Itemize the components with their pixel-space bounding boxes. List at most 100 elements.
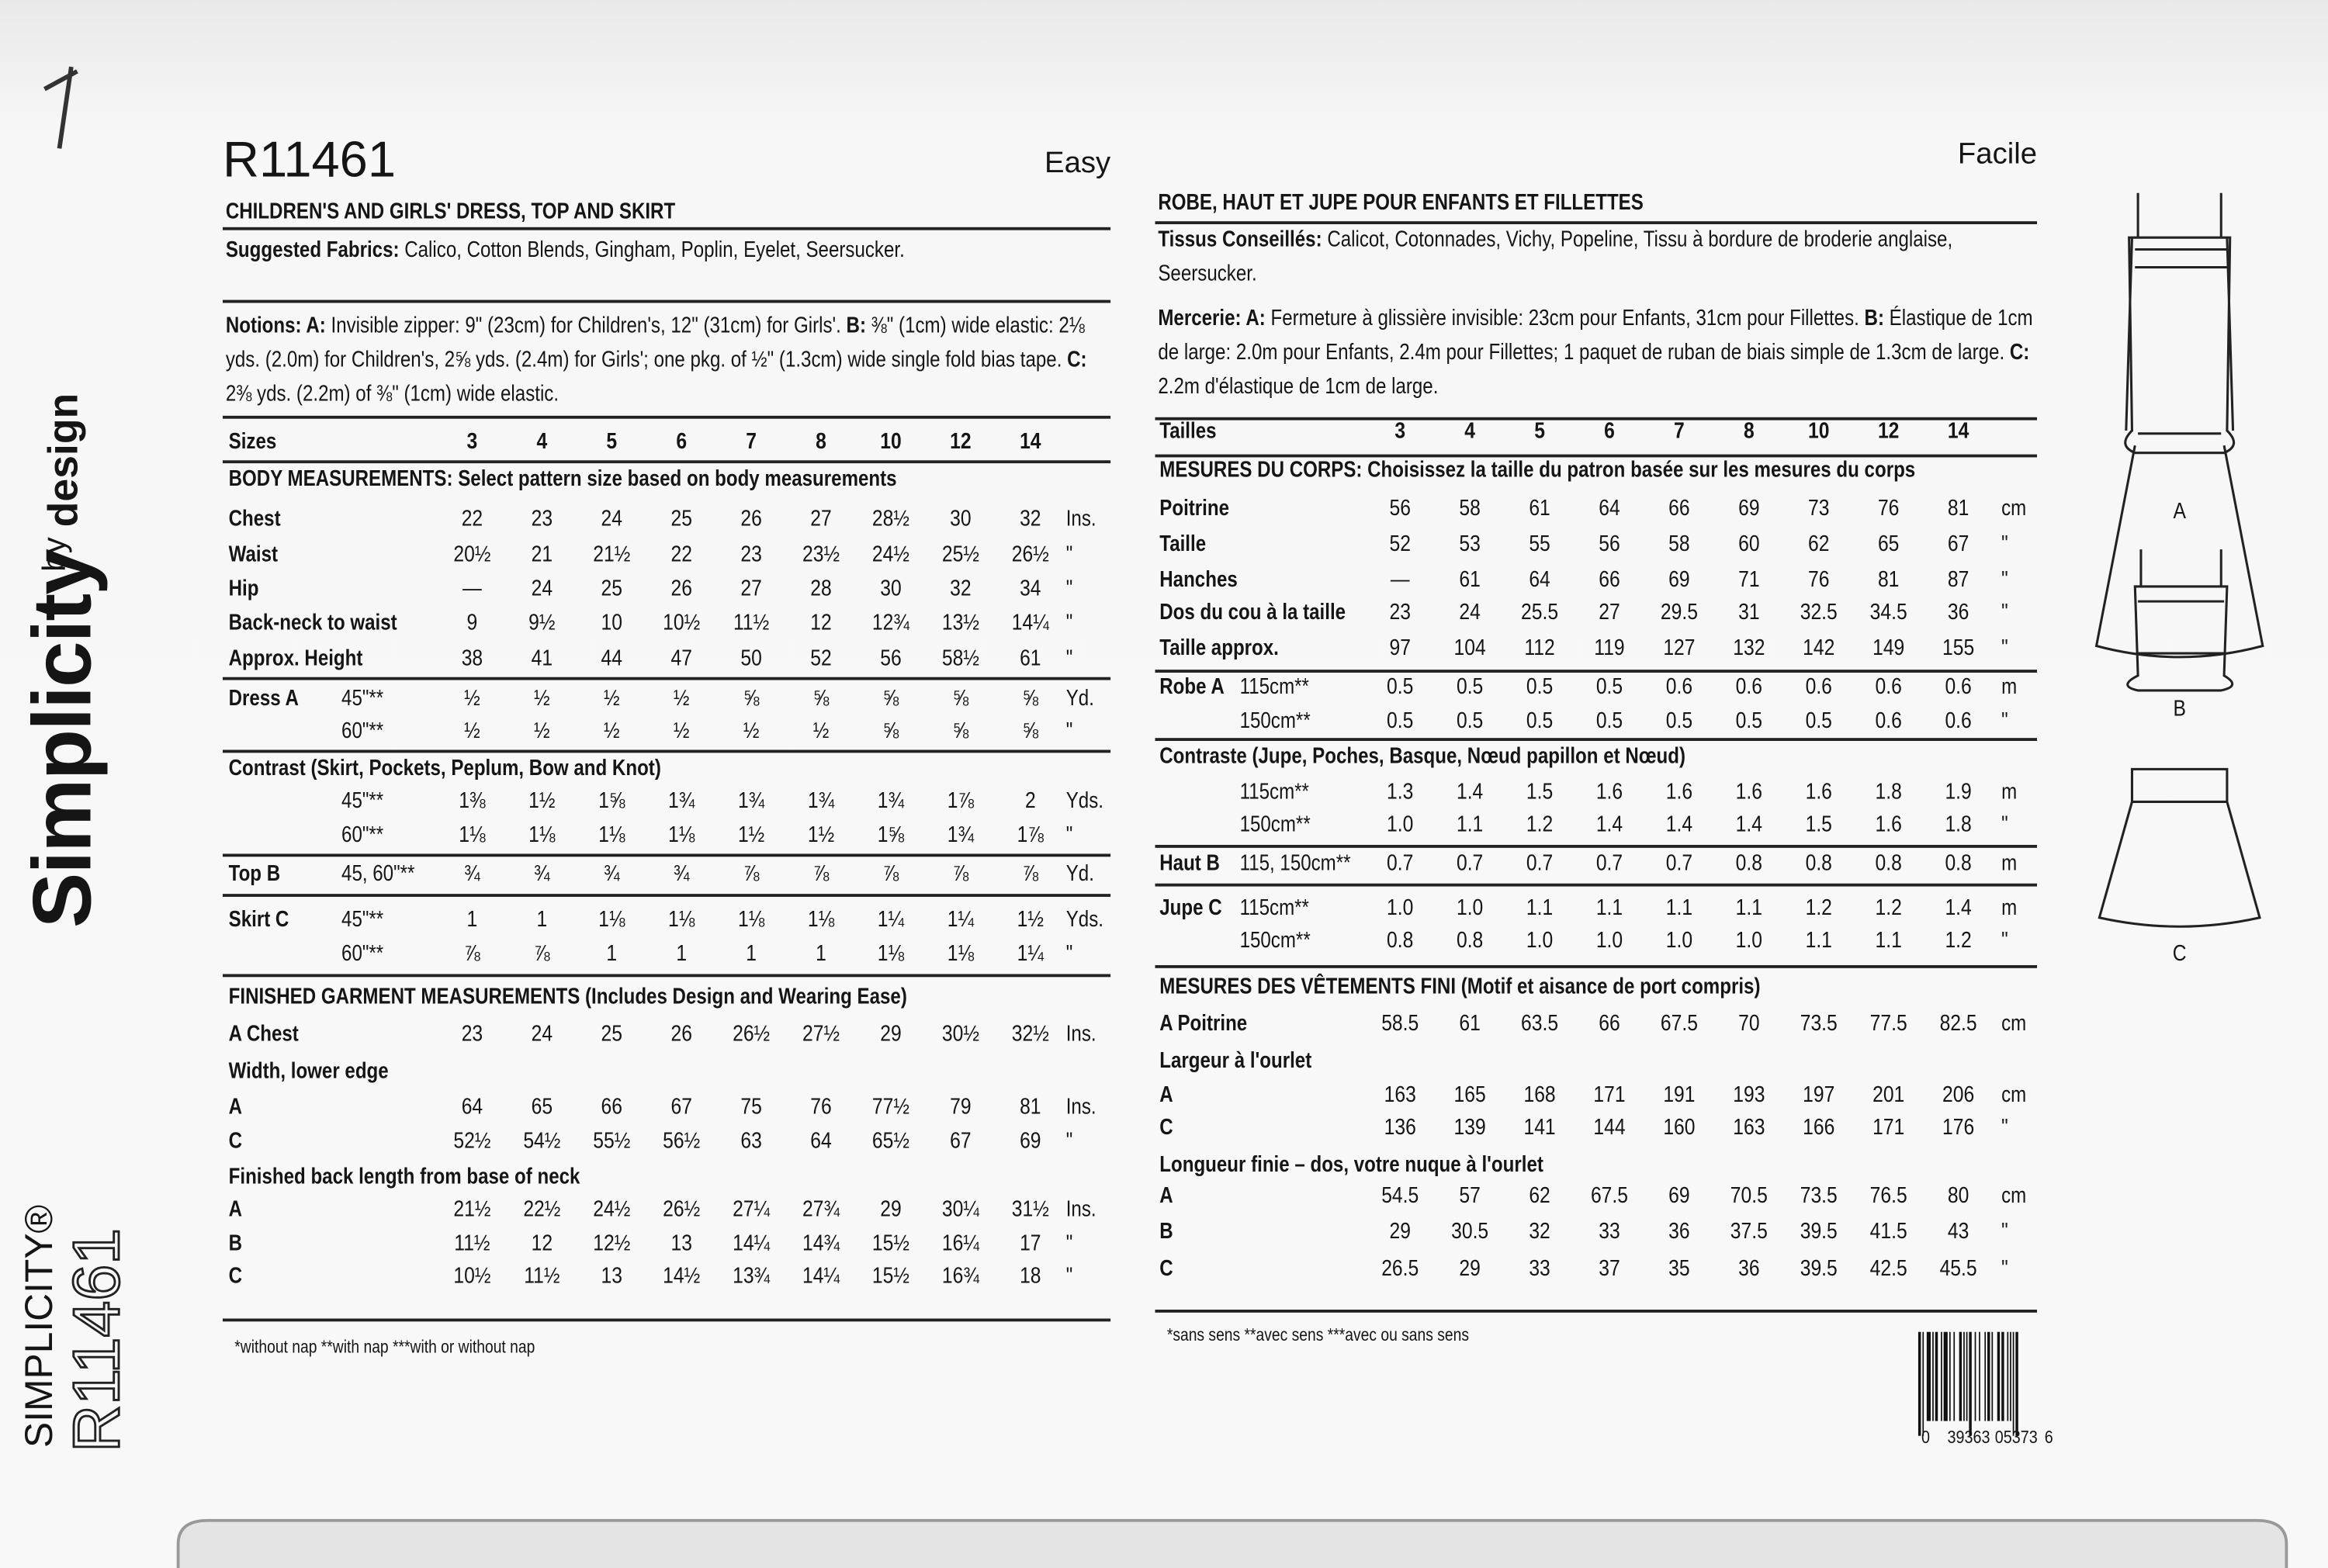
- bar: [2001, 1331, 2004, 1421]
- cell: 0.6: [1735, 673, 1762, 700]
- cell: 0.8: [1805, 850, 1832, 877]
- cell: 1.1: [1805, 928, 1832, 954]
- text: Calico, Cotton Blends, Gingham, Poplin, …: [399, 237, 905, 263]
- cell: ¾: [603, 861, 620, 887]
- cell: 112: [1524, 635, 1555, 661]
- cell: 15½: [871, 1231, 909, 1257]
- cell: ⅞: [534, 941, 550, 967]
- cell: 24: [531, 1021, 553, 1047]
- pattern-number: R11461: [222, 132, 397, 189]
- cell: 26.5: [1381, 1256, 1419, 1282]
- cell: 1⅛: [459, 822, 486, 848]
- cell: 47: [670, 646, 692, 672]
- cell: 1½: [737, 822, 765, 848]
- unit: ": [1065, 822, 1073, 848]
- cell: 0.7: [1456, 850, 1484, 877]
- rule: [222, 749, 1111, 753]
- cell: 67.5: [1660, 1011, 1698, 1037]
- cell: 12¾: [871, 610, 909, 636]
- cell: 0.7: [1526, 850, 1554, 877]
- row-sublabel: 150cm**: [1239, 812, 1311, 838]
- section-heading: Finished back length from base of neck: [228, 1164, 580, 1189]
- text: 2⅜ yds. (2.2m) of ⅜" (1cm) wide elastic.: [225, 381, 559, 407]
- cell: 34: [1020, 576, 1041, 602]
- cell: 1.0: [1456, 895, 1484, 921]
- unit: ": [2001, 1219, 2008, 1244]
- cell: 33: [1599, 1219, 1620, 1244]
- row-label: A: [1159, 1183, 1173, 1209]
- cell: 55½: [593, 1128, 631, 1154]
- cell: 1⅛: [668, 822, 695, 848]
- bar: [1932, 1331, 1934, 1421]
- cell: 73.5: [1800, 1183, 1838, 1209]
- cell: 171: [1872, 1115, 1905, 1141]
- cell: 155: [1942, 635, 1975, 661]
- cell: 1.8: [1875, 779, 1902, 805]
- row-label: Jupe C: [1159, 895, 1222, 921]
- cell: 80: [1947, 1183, 1969, 1209]
- bar: [1974, 1331, 1976, 1421]
- unit: cm: [2001, 1082, 2027, 1108]
- cell: 28½: [871, 506, 909, 532]
- cell: 56½: [663, 1128, 701, 1154]
- garment-title: CHILDREN'S AND GIRLS' DRESS, TOP AND SKI…: [225, 199, 676, 224]
- cell: 1.4: [1945, 895, 1972, 921]
- bar: [1984, 1331, 1987, 1421]
- cell: 144: [1593, 1115, 1626, 1141]
- cell: 0.5: [1595, 673, 1623, 700]
- label: Tissus Conseillés:: [1158, 227, 1322, 253]
- cell: 66: [601, 1094, 622, 1120]
- cell: 52: [810, 646, 832, 672]
- cell: 13½: [941, 610, 979, 636]
- cell: 45.5: [1939, 1256, 1977, 1282]
- row-sublabel: 115cm**: [1239, 895, 1309, 921]
- row-sublabel: 45"**: [341, 788, 384, 814]
- cell: ½: [673, 718, 690, 744]
- cell: 165: [1453, 1082, 1486, 1108]
- cell: 69: [1020, 1128, 1041, 1154]
- cell: 1¾: [668, 788, 695, 814]
- cell: 61: [1459, 1011, 1481, 1037]
- cell: ⅞: [1022, 861, 1039, 887]
- unit: m: [2001, 673, 2018, 700]
- cell: 1.0: [1387, 812, 1414, 838]
- cell: 0.8: [1875, 850, 1902, 877]
- unit: ": [1065, 718, 1073, 744]
- unit: Yds.: [1065, 788, 1103, 814]
- size: 14: [1947, 418, 1969, 445]
- rule: [222, 853, 1111, 857]
- cell: 10½: [453, 1263, 491, 1289]
- bar: [1926, 1331, 1931, 1421]
- cell: 35: [1668, 1256, 1690, 1282]
- cell: 201: [1872, 1082, 1905, 1108]
- cell: —: [462, 576, 482, 602]
- cell: 1.0: [1735, 928, 1762, 954]
- cell: 55: [1529, 531, 1550, 557]
- cell: 1.0: [1665, 928, 1693, 954]
- cell: 1.6: [1595, 779, 1623, 805]
- cell: 0.5: [1595, 708, 1623, 734]
- cell: 1.5: [1526, 779, 1554, 805]
- cell: 31: [1738, 600, 1760, 625]
- cell: 1: [606, 941, 618, 967]
- row-label: Poitrine: [1159, 496, 1230, 521]
- unit: Ins.: [1065, 1021, 1096, 1047]
- cell: 0.5: [1735, 708, 1762, 734]
- cell: 26½: [1011, 542, 1049, 568]
- row-label: C: [228, 1263, 243, 1289]
- cell: 9: [466, 610, 478, 636]
- cell: 1.9: [1945, 779, 1972, 805]
- cell: 1.6: [1735, 779, 1762, 805]
- cell: 16¼: [941, 1231, 979, 1257]
- cell: 23½: [802, 542, 840, 568]
- cell: 26: [670, 576, 692, 602]
- cell: 12: [531, 1231, 553, 1257]
- label: B:: [846, 313, 866, 339]
- cell: 0.5: [1665, 708, 1693, 734]
- cell: 24½: [871, 542, 909, 568]
- size: 4: [1464, 418, 1476, 445]
- size: 10: [1808, 418, 1830, 445]
- cell: 1⅞: [1017, 822, 1044, 848]
- cell: 0.5: [1805, 708, 1832, 734]
- cell: 69: [1668, 567, 1690, 593]
